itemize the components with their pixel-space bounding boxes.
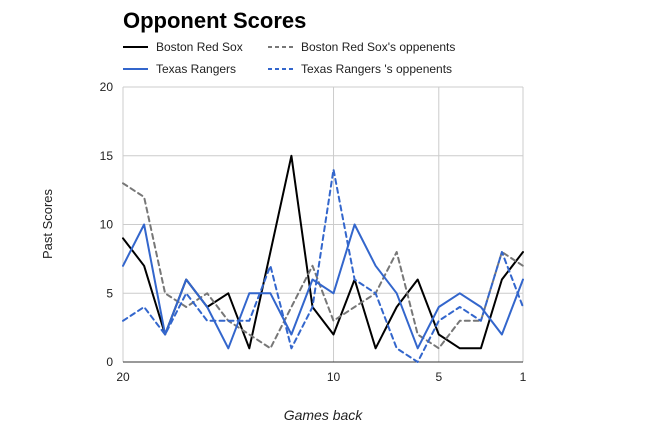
series-line-1 [122, 154, 524, 350]
x-tick-label: 5 [435, 370, 442, 384]
legend-label-4: Texas Rangers 's oppenents [301, 62, 452, 76]
x-tick-label: 20 [116, 370, 130, 384]
y-tick-label: 0 [106, 355, 113, 369]
series-lines [122, 154, 524, 363]
y-tick-label: 15 [100, 149, 114, 163]
tick-labels: 0 5 10 15 20 20 10 5 1 [100, 80, 527, 384]
x-tick-label: 1 [520, 370, 527, 384]
y-tick-label: 5 [106, 286, 113, 300]
series-line-3 [122, 223, 524, 350]
chart-title: Opponent Scores [123, 8, 306, 33]
legend-label-2: Boston Red Sox's oppenents [301, 40, 455, 54]
x-axis-title: Games back [284, 407, 364, 423]
legend-label-1: Boston Red Sox [156, 40, 243, 54]
y-tick-label: 20 [100, 80, 114, 94]
legend: Boston Red Sox Boston Red Sox's oppenents… [123, 40, 455, 76]
series-line-4 [122, 168, 524, 363]
y-tick-label: 10 [100, 218, 114, 232]
y-axis-title: Past Scores [40, 188, 55, 259]
grid [122, 86, 524, 363]
legend-label-3: Texas Rangers [156, 62, 236, 76]
x-tick-label: 10 [327, 370, 341, 384]
series-line-2 [122, 182, 524, 350]
